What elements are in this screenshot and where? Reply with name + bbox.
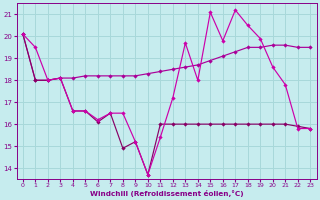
X-axis label: Windchill (Refroidissement éolien,°C): Windchill (Refroidissement éolien,°C) — [90, 190, 244, 197]
